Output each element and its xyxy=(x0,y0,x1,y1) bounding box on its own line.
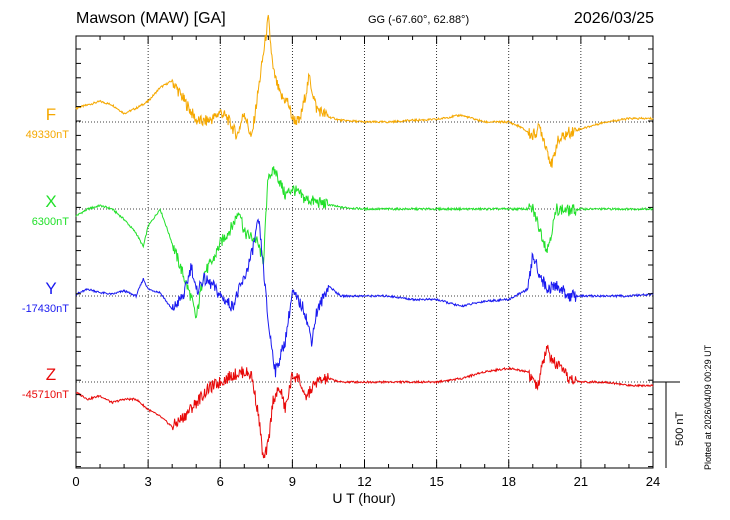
axis-layer: 0 3 6 9 12 15 18 21 24 xyxy=(72,36,660,489)
label-layer: F 49330nT X 6300nT Y -17430nT Z -45710nT xyxy=(22,105,69,401)
x-tick-label: 9 xyxy=(289,474,296,489)
series-name-y: Y xyxy=(45,279,56,298)
scale-bar: 500 nT xyxy=(653,381,686,468)
x-tick-label: 21 xyxy=(574,474,588,489)
x-axis-label: U T (hour) xyxy=(332,490,395,506)
series-line-y xyxy=(75,218,654,378)
series-baseline-f: 49330nT xyxy=(26,129,70,141)
x-tick-label: 18 xyxy=(502,474,516,489)
grid-layer xyxy=(76,36,653,468)
series-baseline-y: -17430nT xyxy=(22,303,69,315)
x-tick-label: 3 xyxy=(145,474,152,489)
series-line-x xyxy=(75,166,654,319)
x-tick-label: 12 xyxy=(357,474,371,489)
date-label: 2026/03/25 xyxy=(573,10,654,27)
series-name-z: Z xyxy=(46,365,56,384)
series-name-x: X xyxy=(45,192,56,211)
x-tick-label: 24 xyxy=(646,474,660,489)
series-line-f xyxy=(75,14,654,168)
series-baseline-x: 6300nT xyxy=(32,216,70,228)
series-baseline-z: -45710nT xyxy=(22,389,69,401)
x-tick-label: 6 xyxy=(217,474,224,489)
series-name-f: F xyxy=(46,105,56,124)
x-tick-label: 0 xyxy=(72,474,79,489)
station-title: Mawson (MAW) [GA] xyxy=(76,10,226,27)
x-tick-label: 15 xyxy=(429,474,443,489)
series-layer xyxy=(75,14,654,459)
coordinates-label: GG (-67.60°, 62.88°) xyxy=(368,14,470,26)
scale-bar-label: 500 nT xyxy=(674,411,686,446)
series-line-z xyxy=(76,344,654,459)
